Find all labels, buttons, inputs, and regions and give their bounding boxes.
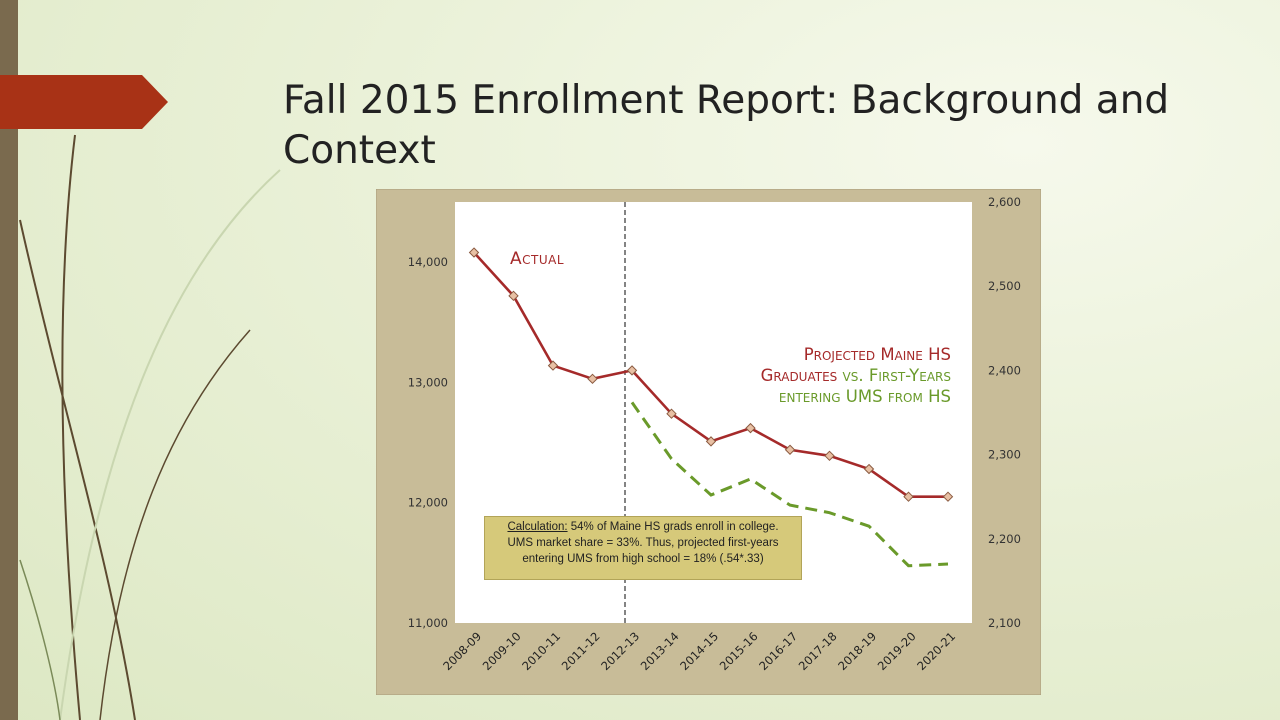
data-point-marker — [508, 290, 519, 302]
data-point-marker — [745, 422, 756, 434]
projection-legend: Projected Maine HS Graduates vs. First-Y… — [761, 344, 951, 407]
data-point-marker — [705, 436, 717, 447]
left-tick-label: 11,000 — [408, 616, 448, 630]
right-tick-label: 2,400 — [988, 363, 1021, 377]
data-point-marker — [784, 444, 796, 455]
data-point-marker — [468, 247, 480, 258]
legend-line-1: Projected Maine HS — [803, 345, 951, 364]
actual-label: Actual — [510, 249, 565, 269]
legend-graduates: Graduates — [760, 366, 838, 385]
data-point-marker — [587, 373, 598, 385]
left-tick-label: 14,000 — [408, 255, 448, 269]
enrollment-chart: 11,000 12,000 13,000 14,000 2,100 2,200 2,300… — [376, 189, 1041, 695]
series-line-first-years — [630, 401, 949, 568]
calc-line-1: 54% of Maine HS grads enroll in college. — [567, 521, 779, 533]
right-tick-label: 2,100 — [988, 616, 1021, 630]
calculation-note: Calculation: 54% of Maine HS grads enrol… — [484, 516, 802, 580]
title-accent-arrow — [0, 75, 168, 129]
calc-line-3: entering UMS from high school = 18% (.54… — [522, 553, 764, 565]
left-tick-label: 13,000 — [408, 375, 448, 389]
calc-line-2: UMS market share = 33%. Thus, projected … — [507, 537, 779, 549]
calc-heading: Calculation: — [507, 521, 568, 533]
data-point-marker — [547, 360, 559, 371]
chart-canvas: 11,000 12,000 13,000 14,000 2,100 2,200 2,300… — [376, 189, 1041, 695]
right-tick-label: 2,500 — [988, 279, 1021, 293]
slide-title: Fall 2015 Enrollment Report: Background … — [283, 78, 1170, 173]
legend-line-2: Graduates vs. First-Years — [761, 365, 951, 386]
legend-vs: vs. — [842, 366, 864, 385]
legend-first-years: First-Years — [868, 366, 951, 385]
right-axis-ticks: 2,100 2,200 2,300 2,400 2,500 2,600 — [988, 195, 1021, 630]
hs-graduates-markers — [468, 247, 954, 502]
data-point-marker — [863, 463, 875, 475]
right-tick-label: 2,600 — [988, 195, 1021, 209]
decorative-curves — [19, 134, 281, 720]
data-point-marker — [942, 491, 954, 502]
data-point-marker — [824, 450, 835, 462]
legend-line-3: entering UMS from HS — [778, 387, 951, 406]
data-point-marker — [666, 408, 677, 419]
left-accent-bar — [0, 0, 18, 720]
right-tick-label: 2,300 — [988, 448, 1021, 462]
data-point-marker — [626, 365, 638, 376]
left-tick-label: 12,000 — [408, 496, 448, 510]
data-point-marker — [903, 491, 914, 502]
right-tick-label: 2,200 — [988, 532, 1021, 546]
left-axis-ticks: 11,000 12,000 13,000 14,000 — [408, 255, 448, 630]
